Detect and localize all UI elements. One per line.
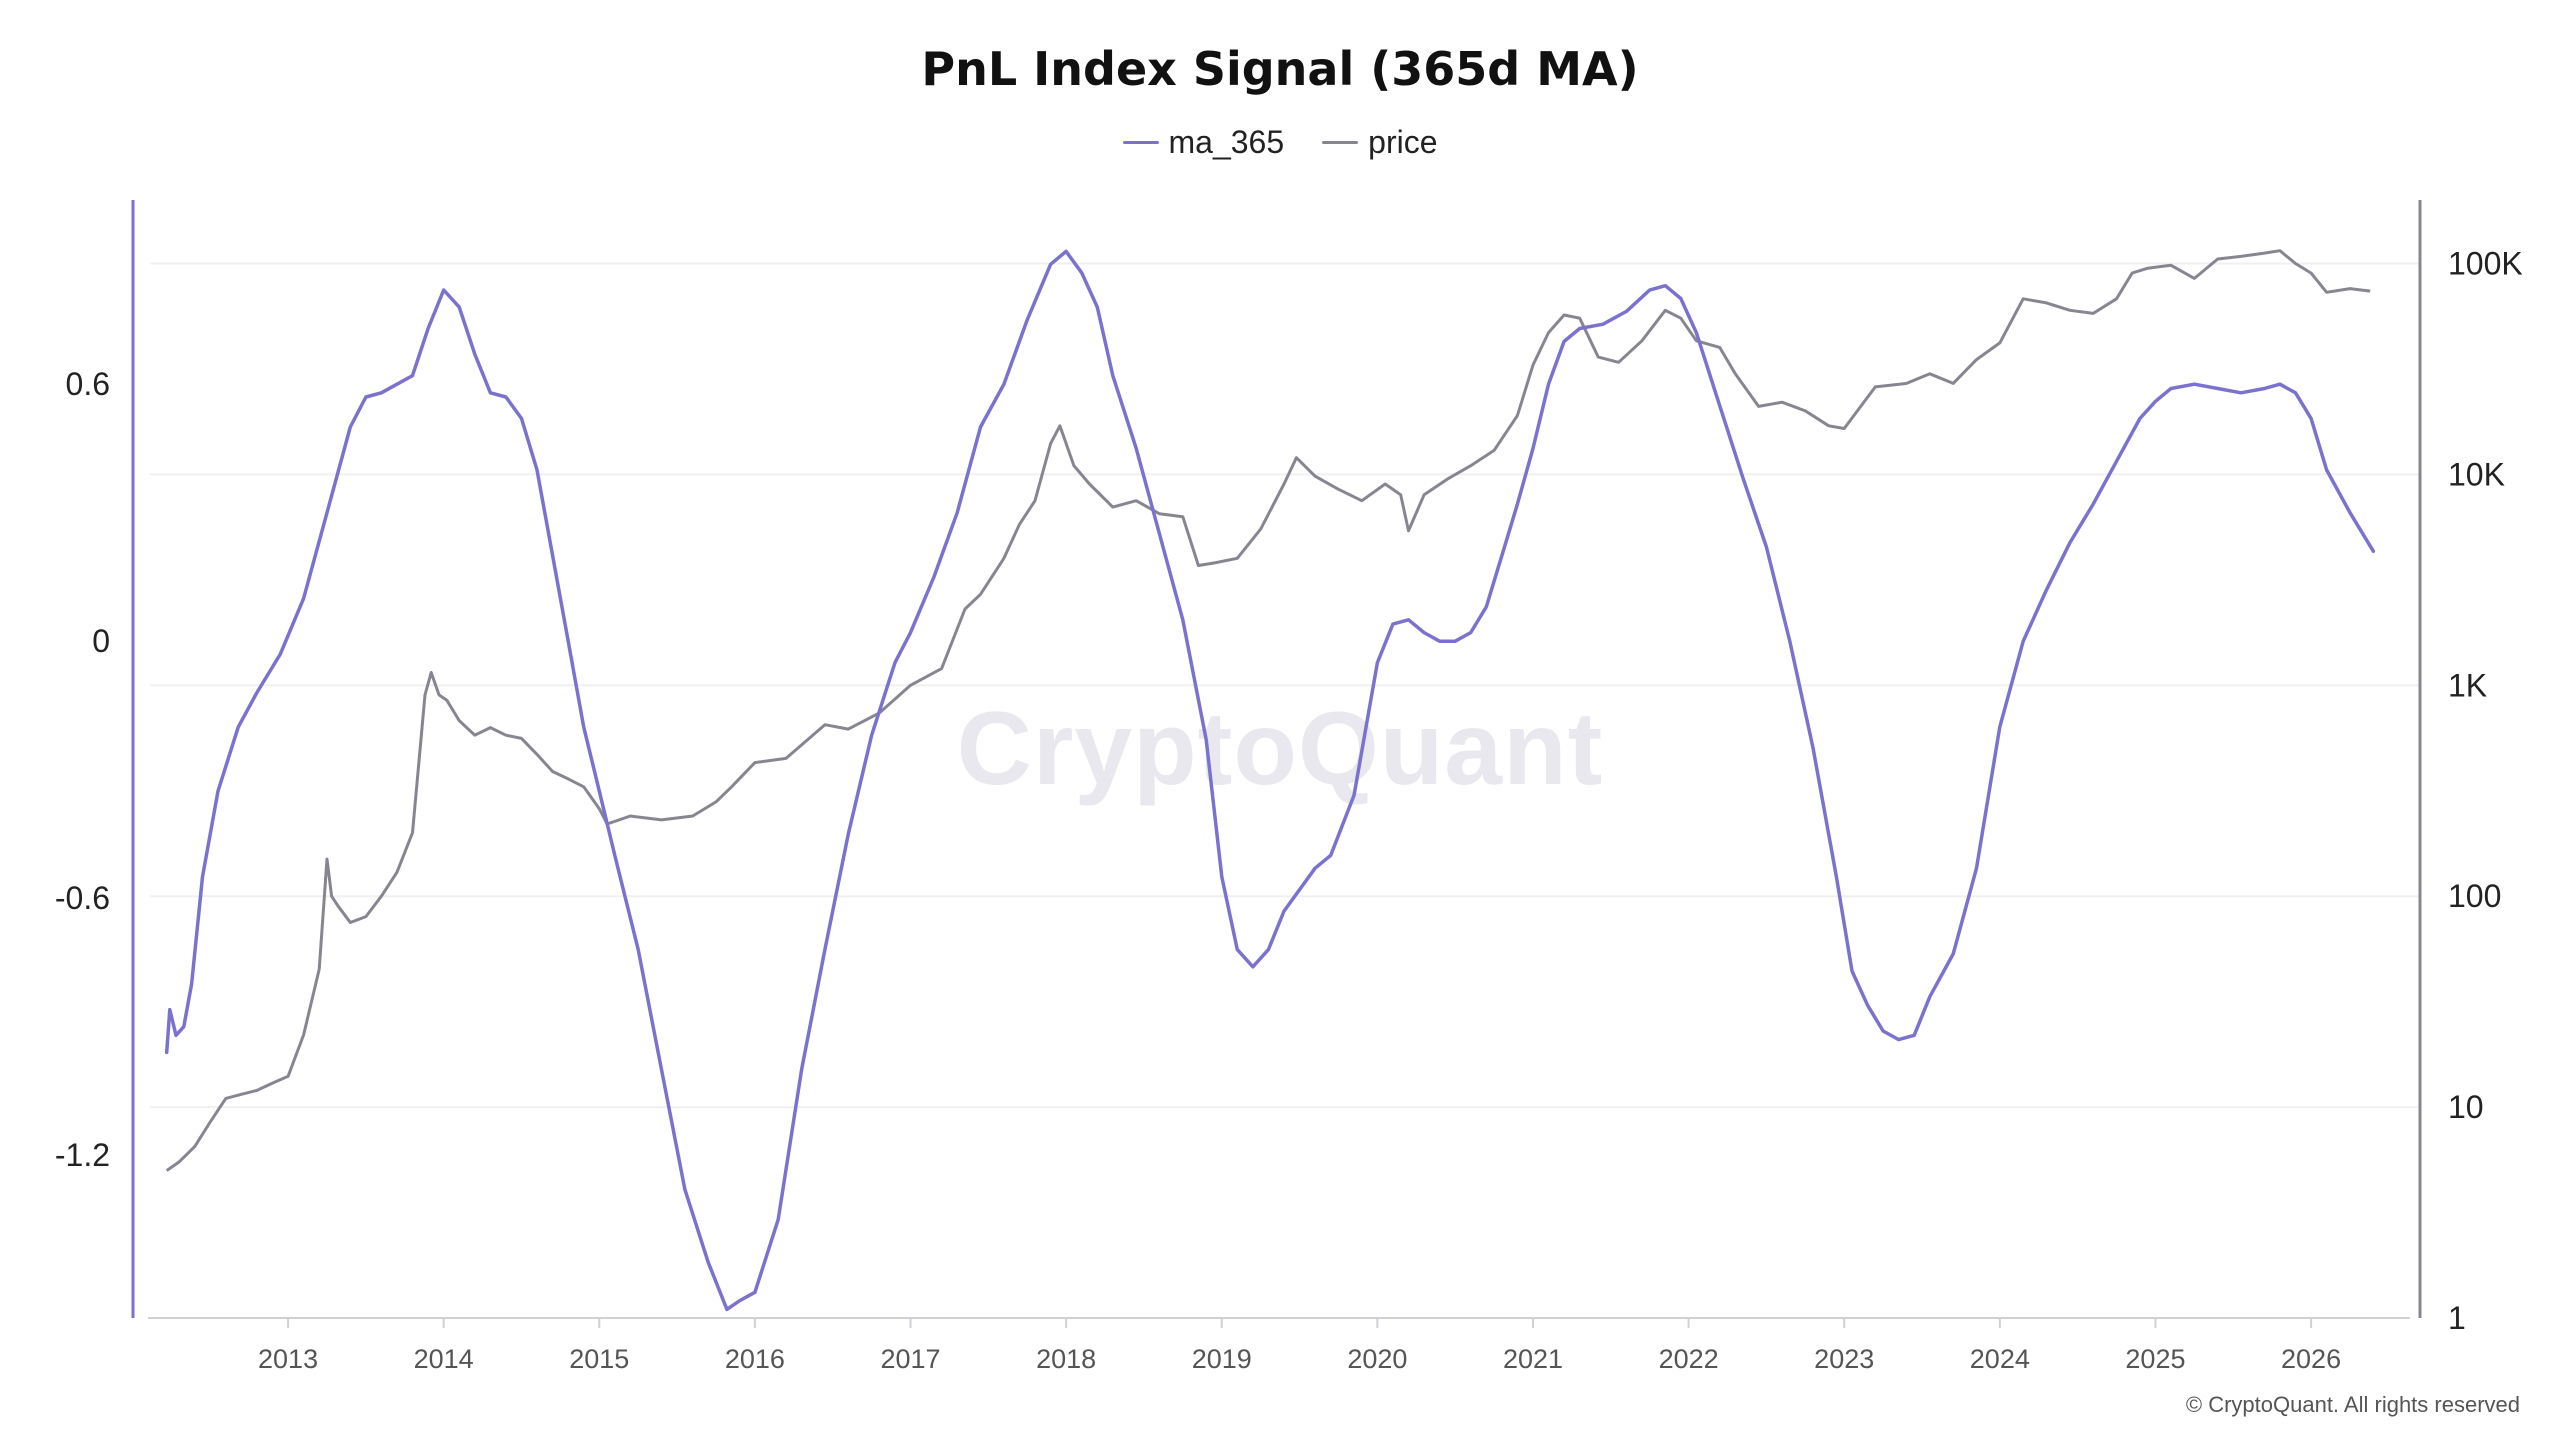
y-right-tick-label: 1: [2448, 1300, 2466, 1336]
copyright-text: © CryptoQuant. All rights reserved: [2185, 1392, 2520, 1417]
tick-layer: 2013 2014 2015 2016 2017 2018 2019 2020 2021 2022…: [55, 245, 2523, 1374]
x-tick-label: 2019: [1192, 1344, 1252, 1374]
y-right-tick-label: 100: [2448, 878, 2501, 914]
y-left-tick-label: 0: [92, 623, 110, 659]
x-tick-label: 2022: [1659, 1344, 1719, 1374]
legend-item-ma[interactable]: ma_365: [1122, 124, 1285, 161]
x-tick-label: 2021: [1503, 1344, 1563, 1374]
x-tick-label: 2016: [725, 1344, 785, 1374]
x-tick-label: 2018: [1036, 1344, 1096, 1374]
y-left-tick-label: -1.2: [55, 1137, 110, 1173]
legend-swatch-ma: [1122, 141, 1159, 144]
watermark: CryptoQuant: [956, 691, 1604, 807]
legend-item-price[interactable]: price: [1322, 124, 1438, 161]
y-right-tick-label: 10: [2448, 1089, 2484, 1125]
legend-label-price: price: [1368, 124, 1438, 160]
series-line-ma_365: [164, 249, 2376, 1312]
y-right-tick-label: 1K: [2448, 667, 2487, 703]
x-tick-label: 2015: [569, 1344, 629, 1374]
y-right-tick-label: 100K: [2448, 245, 2523, 281]
x-tick-label: 2017: [880, 1344, 940, 1374]
legend-swatch-price: [1322, 141, 1359, 144]
chart-legend: ma_365 price: [0, 124, 2560, 161]
x-tick-label: 2026: [2281, 1344, 2341, 1374]
x-tick-label: 2013: [258, 1344, 318, 1374]
grid-layer: [150, 262, 2420, 1109]
series-line-price: [165, 249, 2371, 1172]
y-left-tick-label: -0.6: [55, 880, 110, 916]
legend-label-ma: ma_365: [1168, 124, 1285, 160]
x-tick-label: 2014: [414, 1344, 474, 1374]
y-right-tick-label: 10K: [2448, 456, 2505, 492]
chart-title: PnL Index Signal (365d MA): [921, 42, 1639, 96]
y-left-tick-label: 0.6: [66, 366, 110, 402]
x-tick-label: 2023: [1814, 1344, 1874, 1374]
x-tick-label: 2025: [2125, 1344, 2185, 1374]
axis-layer: [131, 200, 2422, 1319]
x-tick-label: 2024: [1970, 1344, 2030, 1374]
x-tick-label: 2020: [1347, 1344, 1407, 1374]
series-layer: [164, 249, 2376, 1312]
